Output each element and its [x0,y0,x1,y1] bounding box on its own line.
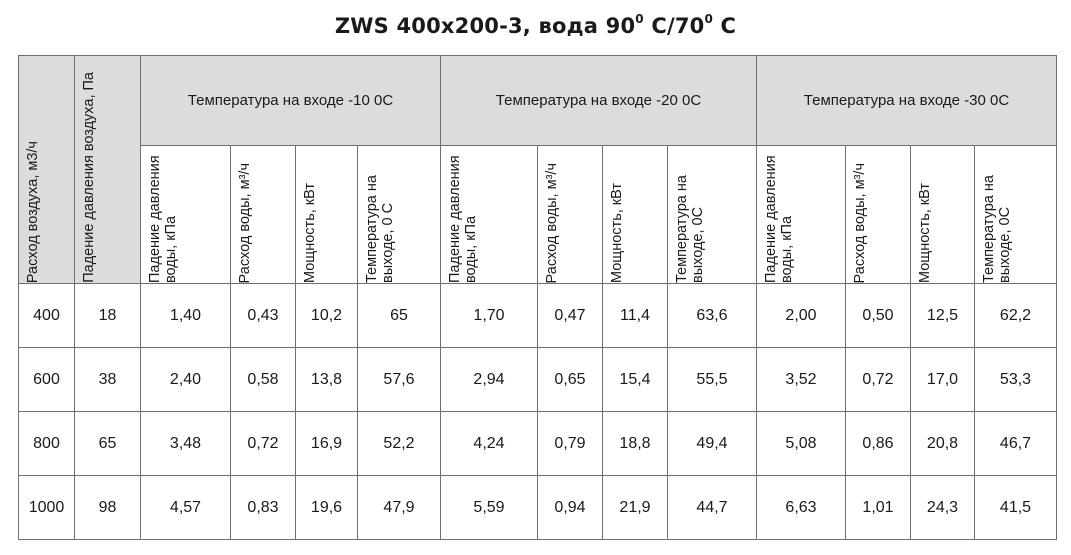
table-cell: 52,2 [357,411,441,476]
table-cell: 19,6 [295,475,358,540]
table-cell: 1000 [18,475,75,540]
table-cell: 20,8 [910,411,975,476]
table-row: 1000 98 4,57 0,83 19,6 47,9 5,59 0,94 21,9 44,7 6,… [18,475,1057,540]
header-air-pressure-label: Падение давления воздуха, Па [81,72,97,283]
subheader-label: Падение давления воды, кПа [763,155,795,283]
table-cell: 18 [74,283,141,348]
group-header-2: Температура на входе -20 0С [440,55,757,146]
table-cell: 47,9 [357,475,441,540]
table-cell: 0,79 [537,411,603,476]
table-cell: 0,50 [845,283,911,348]
table-cell: 2,40 [140,347,231,412]
table-cell: 44,7 [667,475,757,540]
table-cell: 3,48 [140,411,231,476]
table-cell: 0,58 [230,347,296,412]
subheader-label: Температура на выходе, 0С [674,175,706,283]
subheader-water-flow-2: Расход воды, м³/ч [537,145,603,284]
page-title: ZWS 400x200-3, вода 900 С/700 С [0,12,1071,38]
table-row: 400 18 1,40 0,43 10,2 65 1,70 0,47 11,4 63,6 2,00 0… [18,283,1057,348]
table-cell: 1,70 [440,283,538,348]
subheader-label: Мощность, кВт [917,183,933,283]
header-airflow: Расход воздуха, м3/ч [18,55,75,284]
header-airflow-label: Расход воздуха, м3/ч [25,140,41,283]
subheader-label: Расход воды, м³/ч [544,162,560,283]
table-cell: 0,72 [845,347,911,412]
table-cell: 49,4 [667,411,757,476]
table-cell: 0,47 [537,283,603,348]
subheader-label: Температура на выходе, 0 С [364,175,396,283]
subheader-power-2: Мощность, кВт [602,145,668,284]
subheader-water-flow-1: Расход воды, м³/ч [230,145,296,284]
table-cell: 600 [18,347,75,412]
table-cell: 10,2 [295,283,358,348]
table-cell: 2,94 [440,347,538,412]
table-cell: 55,5 [667,347,757,412]
table-cell: 38 [74,347,141,412]
table-cell: 15,4 [602,347,668,412]
table-cell: 0,83 [230,475,296,540]
table-cell: 4,57 [140,475,231,540]
table-cell: 18,8 [602,411,668,476]
table-cell: 24,3 [910,475,975,540]
group-header-3: Температура на входе -30 0С [756,55,1057,146]
subheader-label: Расход воды, м³/ч [237,162,253,283]
table-cell: 400 [18,283,75,348]
table-cell: 16,9 [295,411,358,476]
title-text-end: С [713,14,737,38]
group-header-1: Температура на входе -10 0С [140,55,441,146]
table-cell: 6,63 [756,475,846,540]
table-cell: 4,24 [440,411,538,476]
table-cell: 0,86 [845,411,911,476]
subheader-label: Температура на выходе, 0С [981,175,1013,283]
subheader-power-3: Мощность, кВт [910,145,975,284]
table-cell: 2,00 [756,283,846,348]
table-cell: 65 [74,411,141,476]
table-cell: 12,5 [910,283,975,348]
table-row: 600 38 2,40 0,58 13,8 57,6 2,94 0,65 15,4 55,5 3,5… [18,347,1057,412]
title-text-mid: С/70 [643,14,705,38]
table-cell: 63,6 [667,283,757,348]
table-cell: 65 [357,283,441,348]
table-cell: 800 [18,411,75,476]
title-degree-2: 0 [704,12,714,26]
table-cell: 41,5 [974,475,1057,540]
table-cell: 1,40 [140,283,231,348]
table-row: 800 65 3,48 0,72 16,9 52,2 4,24 0,79 18,8 49,4 5,0… [18,411,1057,476]
header-air-pressure: Падение давления воздуха, Па [74,55,141,284]
table-cell: 13,8 [295,347,358,412]
subheader-label: Падение давления воды, кПа [147,155,179,283]
table-cell: 5,08 [756,411,846,476]
table-cell: 3,52 [756,347,846,412]
table-cell: 1,01 [845,475,911,540]
subheader-power-1: Мощность, кВт [295,145,358,284]
table-cell: 0,65 [537,347,603,412]
table-cell: 0,72 [230,411,296,476]
subheader-water-flow-3: Расход воды, м³/ч [845,145,911,284]
title-text: ZWS 400x200-3, вода 90 [334,14,636,38]
table-cell: 0,43 [230,283,296,348]
subheader-outlet-temp-2: Температура на выходе, 0С [667,145,757,284]
table-cell: 57,6 [357,347,441,412]
subheader-water-pressure-2: Падение давления воды, кПа [440,145,538,284]
subheader-water-pressure-1: Падение давления воды, кПа [140,145,231,284]
subheader-label: Мощность, кВт [302,183,318,283]
table-cell: 46,7 [974,411,1057,476]
table-cell: 53,3 [974,347,1057,412]
data-table: Расход воздуха, м3/ч Падение давления во… [18,55,1057,540]
subheader-label: Расход воды, м³/ч [852,162,868,283]
title-degree-1: 0 [635,12,644,26]
subheader-outlet-temp-1: Температура на выходе, 0 С [357,145,441,284]
subheader-water-pressure-3: Падение давления воды, кПа [756,145,846,284]
table-cell: 21,9 [602,475,668,540]
subheader-outlet-temp-3: Температура на выходе, 0С [974,145,1057,284]
subheader-label: Падение давления воды, кПа [447,155,479,283]
table-cell: 0,94 [537,475,603,540]
table-cell: 5,59 [440,475,538,540]
subheader-label: Мощность, кВт [609,183,625,283]
table-cell: 11,4 [602,283,668,348]
table-cell: 62,2 [974,283,1057,348]
table-cell: 98 [74,475,141,540]
table-body: 400 18 1,40 0,43 10,2 65 1,70 0,47 11,4 63,6 2,00 0… [18,283,1057,540]
table-cell: 17,0 [910,347,975,412]
